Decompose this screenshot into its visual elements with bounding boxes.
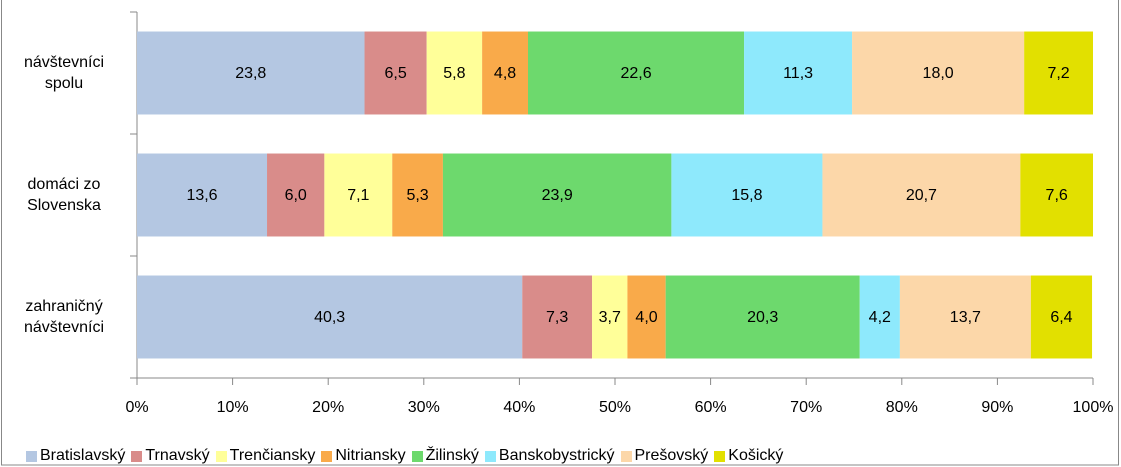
bar-segment [671,153,823,237]
legend-item: Košický [714,447,783,465]
bar-segment [267,153,325,237]
bar-segment [592,275,628,359]
legend-label: Žilinský [425,447,479,464]
legend-item: Žilinský [411,447,479,465]
bar-segment [665,275,860,359]
data-label: 6,5 [384,65,406,82]
data-label: 7,1 [347,187,369,204]
data-label: 15,8 [731,187,762,204]
y-tick-label: návštevníci spolu [23,54,105,92]
bar-segment [1020,153,1093,237]
data-label: 5,3 [406,187,428,204]
legend-item: Banskobystrický [484,447,615,465]
y-tick-label: zahraničný návštevníci [23,298,105,336]
legend-swatch [131,450,143,462]
legend-swatch [411,450,423,462]
bar-segment [859,275,900,359]
legend-label: Bratislavský [40,447,126,464]
x-tick-label: 30% [408,399,440,416]
x-tick-label: 10% [217,399,249,416]
bar-segment [482,31,529,115]
data-label: 20,3 [747,309,778,326]
data-label: 40,3 [314,309,345,326]
legend-swatch [26,450,37,462]
bar-segment [1024,31,1093,115]
legend-item: Trenčiansky [215,447,316,465]
x-tick-label: 70% [790,399,822,416]
bar-segment [324,153,393,237]
data-label: 7,6 [1046,187,1068,204]
data-label: 7,3 [546,309,568,326]
legend-label: Banskobystrický [498,447,615,464]
x-tick-label: 20% [312,399,344,416]
legend-label: Trenčiansky [229,447,316,464]
data-label: 6,4 [1050,309,1072,326]
legend-item: Nitriansky [321,447,406,465]
x-tick-label: 90% [981,399,1013,416]
y-tick-label: domáci zo Slovenska [27,176,101,214]
x-tick-label: 40% [503,399,535,416]
bar-segment [137,31,365,115]
data-label: 20,7 [906,187,937,204]
bar-segment [627,275,666,359]
x-tick-label: 80% [886,399,918,416]
legend: Bratislavský Trnavský Trenčiansky Nitriansk… [26,447,789,465]
legend-swatch [215,450,227,462]
legend-label: Nitriansky [335,447,406,464]
data-label: 13,7 [950,309,981,326]
bar-segment [522,275,593,359]
bar-segment [442,153,672,237]
bar-segment [137,275,523,359]
legend-item: Prešovský [620,447,709,465]
legend-label: Košický [728,447,784,464]
data-label: 6,0 [285,187,307,204]
data-label: 4,8 [494,65,516,82]
x-tick-label: 0% [125,399,148,416]
data-label: 4,0 [635,309,657,326]
legend-swatch [321,450,333,462]
legend-swatch [620,450,632,462]
x-tick-label: 100% [1073,399,1114,416]
bar-segment [822,153,1021,237]
legend-item: Trnavský [131,447,210,465]
data-label: 5,8 [443,65,465,82]
bar-segment [364,31,427,115]
data-label: 3,7 [599,309,621,326]
data-label: 23,8 [235,65,266,82]
legend-swatch [484,450,496,462]
data-label: 18,0 [923,65,954,82]
data-label: 22,6 [620,65,651,82]
bar-segment [426,31,483,115]
bar-segment [528,31,745,115]
data-label: 11,3 [783,65,813,82]
legend-label: Prešovský [634,447,709,464]
bar-segment [744,31,853,115]
bar-segment [392,153,443,237]
bar-segment [137,153,268,237]
legend-label: Trnavský [145,447,210,464]
data-label: 7,2 [1047,65,1069,82]
data-label: 23,9 [542,187,573,204]
bar-segment [899,275,1031,359]
x-tick-label: 50% [599,399,631,416]
data-label: 13,6 [186,187,217,204]
x-tick-label: 60% [695,399,727,416]
legend-item: Bratislavský [26,447,125,465]
bar-segment [852,31,1025,115]
data-label: 4,2 [869,309,891,326]
legend-swatch [714,450,726,462]
bar-segment [1030,275,1093,359]
